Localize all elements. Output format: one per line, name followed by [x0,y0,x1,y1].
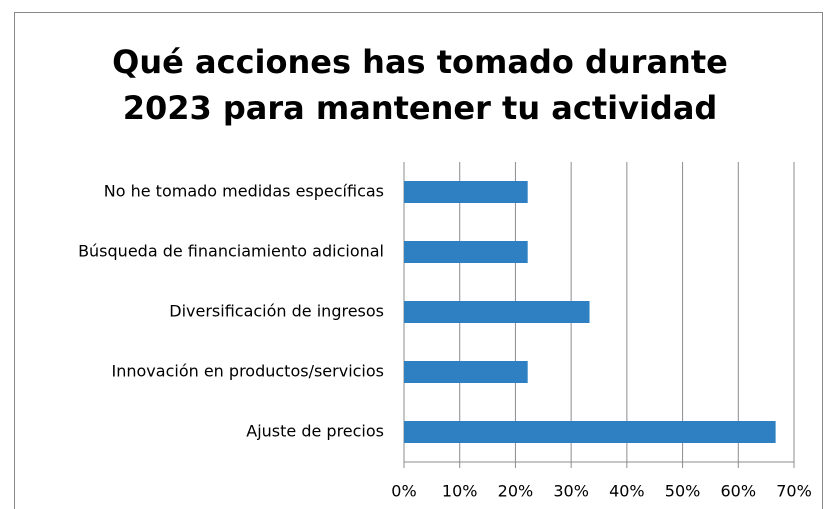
bar [404,241,528,263]
x-tick-label: 20% [498,482,534,501]
bar [404,421,776,443]
bar [404,361,528,383]
bar [404,301,590,323]
y-tick-label: Búsqueda de financiamiento adicional [78,242,384,261]
chart-title: 2023 para mantener tu actividad [123,89,718,127]
x-tick-label: 0% [391,482,416,501]
y-tick-label: No he tomado medidas específicas [104,182,384,201]
x-tick-label: 30% [553,482,589,501]
y-tick-label: Diversificación de ingresos [169,302,384,321]
x-tick-label: 70% [776,482,812,501]
y-tick-label: Innovación en productos/servicios [112,362,384,381]
x-tick-label: 60% [721,482,757,501]
x-tick-label: 40% [609,482,645,501]
chart-title: Qué acciones has tomado durante [112,43,728,81]
x-tick-label: 10% [442,482,478,501]
y-tick-label: Ajuste de precios [246,422,384,441]
bar [404,181,528,203]
x-tick-label: 50% [665,482,701,501]
